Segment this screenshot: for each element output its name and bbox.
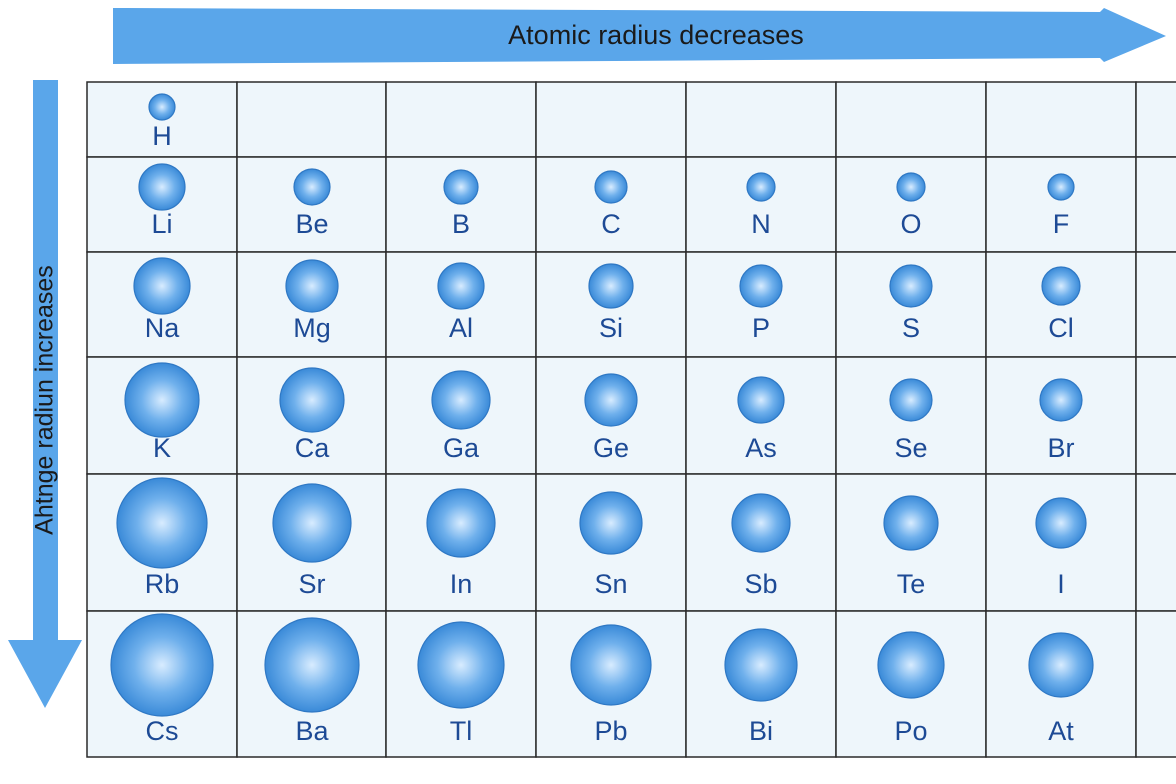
element-symbol: K	[153, 433, 171, 463]
table-cell	[685, 81, 837, 158]
element-symbol: Sb	[744, 569, 777, 599]
element-symbol: Te	[897, 569, 926, 599]
table-cell	[985, 81, 1137, 158]
table-cell	[1135, 81, 1176, 158]
side-arrow-label: Ahtnge radiun increases	[31, 265, 59, 535]
atom-ball	[579, 491, 643, 555]
atom-ball	[426, 488, 496, 558]
element-symbol: Ge	[593, 433, 629, 463]
element-symbol: Bi	[749, 716, 773, 746]
atom-ball	[724, 628, 798, 702]
atom-ball	[731, 493, 791, 553]
atom-ball	[1039, 378, 1083, 422]
top-arrow	[113, 8, 1166, 64]
atom-ball	[584, 373, 638, 427]
table-cell	[1135, 610, 1176, 758]
atom-ball	[737, 376, 785, 424]
element-symbol: P	[752, 313, 770, 343]
atom-ball	[443, 169, 479, 205]
atom-ball	[1047, 173, 1075, 201]
element-symbol: H	[152, 121, 172, 151]
element-symbol: Be	[295, 209, 328, 239]
element-symbol: Tl	[450, 716, 473, 746]
atom-ball	[896, 172, 926, 202]
atom-ball	[431, 370, 491, 430]
element-symbol: Si	[599, 313, 623, 343]
element-symbol: Br	[1048, 433, 1075, 463]
element-symbol: Ga	[443, 433, 480, 463]
atom-ball	[133, 257, 191, 315]
table-cell	[1135, 356, 1176, 475]
atom-ball	[272, 483, 352, 563]
top-arrow-label: Atomic radius decreases	[508, 20, 804, 50]
element-symbol: Cs	[146, 716, 179, 746]
table-cell	[535, 81, 687, 158]
element-symbol: Se	[894, 433, 927, 463]
element-symbol: At	[1048, 716, 1074, 746]
atom-ball	[293, 168, 331, 206]
atom-ball	[124, 362, 200, 438]
element-symbol: Al	[449, 313, 473, 343]
table-cell	[236, 81, 387, 158]
table-cell	[1135, 473, 1176, 612]
atom-ball	[588, 263, 634, 309]
table-cell	[1135, 156, 1176, 253]
atom-ball	[594, 170, 628, 204]
atom-ball	[437, 262, 485, 310]
element-symbol: Na	[145, 313, 180, 343]
atom-ball	[746, 172, 776, 202]
atom-ball	[877, 631, 945, 699]
atom-ball	[138, 163, 186, 211]
side-arrow	[8, 80, 82, 708]
element-symbol: F	[1053, 209, 1070, 239]
element-table: H Li Be B C N O F Na Mg Al Si P S Cl K Ca Ga Ge As Se Br Rb Sr I…	[86, 81, 1176, 758]
atom-ball	[116, 477, 208, 569]
atom-ball	[1035, 497, 1087, 549]
element-symbol: Li	[151, 209, 172, 239]
element-symbol: B	[452, 209, 470, 239]
atom-ball	[285, 259, 339, 313]
atom-ball	[279, 367, 345, 433]
element-symbol: Mg	[293, 313, 331, 343]
table-cell	[385, 81, 537, 158]
atom-ball	[570, 624, 652, 706]
atom-ball	[148, 93, 176, 121]
atom-ball	[110, 613, 214, 717]
element-symbol: Po	[894, 716, 927, 746]
element-symbol: Sr	[299, 569, 326, 599]
element-symbol: Rb	[145, 569, 180, 599]
element-symbol: N	[751, 209, 771, 239]
atom-ball	[1041, 266, 1081, 306]
atom-ball	[883, 495, 939, 551]
element-symbol: I	[1057, 569, 1065, 599]
table-cell	[835, 81, 987, 158]
element-symbol: O	[900, 209, 921, 239]
atom-ball	[1028, 632, 1094, 698]
atom-ball	[417, 621, 505, 709]
atom-ball	[264, 617, 360, 713]
element-symbol: Ca	[295, 433, 330, 463]
element-symbol: S	[902, 313, 920, 343]
element-symbol: As	[745, 433, 777, 463]
element-symbol: Pb	[594, 716, 627, 746]
element-symbol: Sn	[594, 569, 627, 599]
element-symbol: Ba	[295, 716, 329, 746]
table-cell	[1135, 251, 1176, 358]
element-symbol: In	[450, 569, 473, 599]
element-symbol: C	[601, 209, 621, 239]
atom-ball	[889, 264, 933, 308]
atom-ball	[889, 378, 933, 422]
atom-ball	[739, 264, 783, 308]
element-symbol: Cl	[1048, 313, 1074, 343]
